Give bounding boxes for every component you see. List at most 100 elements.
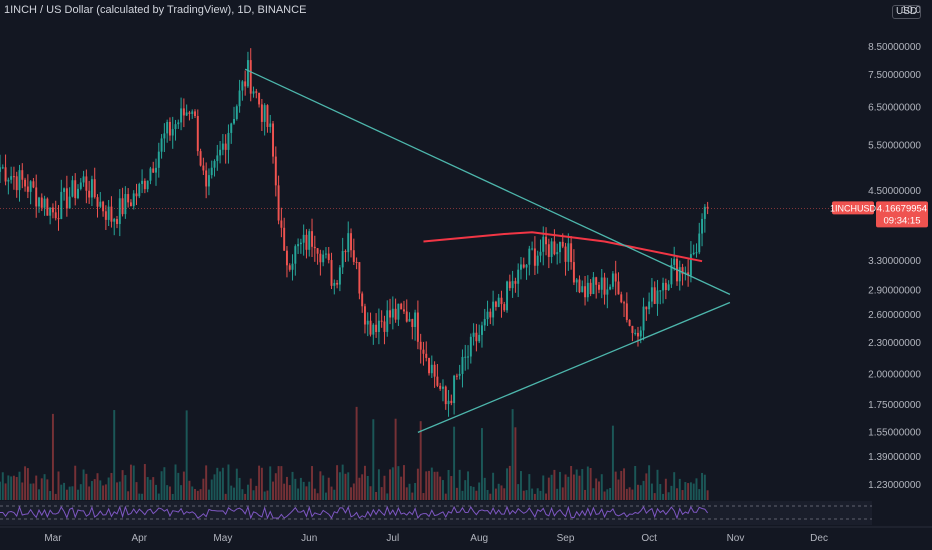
volume-bar xyxy=(586,466,589,500)
volume-bar xyxy=(302,481,305,500)
volume-bar xyxy=(102,485,105,500)
candle xyxy=(352,238,355,265)
volume-bar xyxy=(408,483,411,500)
candle xyxy=(244,70,247,96)
volume-bar xyxy=(294,478,297,500)
volume-bar xyxy=(38,489,40,500)
candle xyxy=(598,281,600,294)
candle xyxy=(380,310,383,328)
volume-bars xyxy=(0,406,709,500)
volume-bar xyxy=(400,476,403,500)
time-axis[interactable]: Mar Apr May Jun Jul Aug Sep Oct Nov Dec xyxy=(0,526,932,544)
x-tick-label: Apr xyxy=(132,533,148,544)
volume-bar xyxy=(74,465,77,500)
y-tick-label: 1.75000000 xyxy=(868,400,921,411)
candle xyxy=(0,154,1,184)
candle xyxy=(57,205,60,231)
volume-bar xyxy=(110,472,113,500)
volume-bar xyxy=(536,488,539,500)
currency-badge[interactable]: USD xyxy=(892,5,922,19)
candle xyxy=(104,205,107,230)
candle xyxy=(681,263,684,286)
volume-bar xyxy=(492,472,495,500)
candle xyxy=(531,241,534,251)
candle xyxy=(163,123,166,152)
candle xyxy=(469,333,472,364)
candle xyxy=(645,306,648,321)
trendline-resistance[interactable] xyxy=(244,68,731,295)
volume-bar xyxy=(639,485,642,500)
volume-bar xyxy=(361,474,364,500)
volume-bar xyxy=(249,478,252,500)
volume-bar xyxy=(347,472,350,500)
volume-bar xyxy=(291,471,294,500)
candle xyxy=(199,148,202,167)
candle xyxy=(572,249,575,286)
volume-bar xyxy=(0,481,1,500)
volume-bar xyxy=(572,474,575,500)
volume-bar xyxy=(26,468,29,500)
y-tick-label: 2.60000000 xyxy=(868,310,921,321)
volume-bar xyxy=(118,481,121,500)
candle xyxy=(238,79,241,113)
volume-bar xyxy=(280,466,283,500)
volume-bar xyxy=(391,467,394,500)
volume-bar xyxy=(93,479,96,500)
candle xyxy=(121,187,124,217)
price-axis[interactable]: 10.0 8.50000000 7.50000000 6.50000000 5.5000… xyxy=(868,5,921,491)
candle xyxy=(372,323,375,345)
candle xyxy=(322,250,325,267)
candle xyxy=(196,109,199,156)
candle xyxy=(141,169,144,194)
volume-bar xyxy=(324,492,327,500)
candle xyxy=(492,290,495,326)
volume-bar xyxy=(369,486,372,500)
candle xyxy=(116,215,118,229)
candle xyxy=(235,104,238,121)
y-tick-label: 10.0 xyxy=(902,5,922,16)
volume-bar xyxy=(40,478,43,500)
candle xyxy=(224,134,227,164)
volume-bar xyxy=(24,466,27,500)
volume-bar xyxy=(475,490,478,500)
volume-bar xyxy=(581,469,584,500)
candle xyxy=(297,238,300,255)
volume-bar xyxy=(380,487,383,500)
candle xyxy=(692,244,695,256)
candle xyxy=(511,270,514,298)
volume-bar xyxy=(68,486,71,500)
candle xyxy=(21,163,24,189)
volume-bar xyxy=(687,483,690,500)
volume-bar xyxy=(15,476,18,500)
volume-bar xyxy=(598,481,600,500)
candle xyxy=(99,192,102,209)
candle xyxy=(210,160,213,179)
volume-bar xyxy=(219,471,222,500)
volume-bar xyxy=(146,477,149,500)
volume-bar xyxy=(88,486,91,500)
candle xyxy=(689,241,692,283)
y-tick-label: 1.23000000 xyxy=(868,480,921,491)
volume-bar xyxy=(185,410,188,500)
volume-bar xyxy=(517,484,520,500)
candle xyxy=(369,312,372,337)
volume-bar xyxy=(514,427,517,500)
trendline-support[interactable] xyxy=(417,301,731,433)
volume-bar xyxy=(350,487,353,500)
volume-bar xyxy=(116,482,118,500)
candle xyxy=(514,277,517,293)
candle xyxy=(85,169,88,204)
candle xyxy=(614,260,617,296)
volume-bar xyxy=(377,469,380,500)
volume-bar xyxy=(188,480,191,500)
volume-bar xyxy=(670,485,673,500)
candle xyxy=(453,374,456,415)
volume-bar xyxy=(444,493,447,500)
candle xyxy=(65,175,68,217)
volume-bar xyxy=(397,466,400,500)
volume-bar xyxy=(65,489,68,500)
candle xyxy=(113,217,116,236)
candle xyxy=(316,247,319,265)
candle xyxy=(138,182,141,199)
